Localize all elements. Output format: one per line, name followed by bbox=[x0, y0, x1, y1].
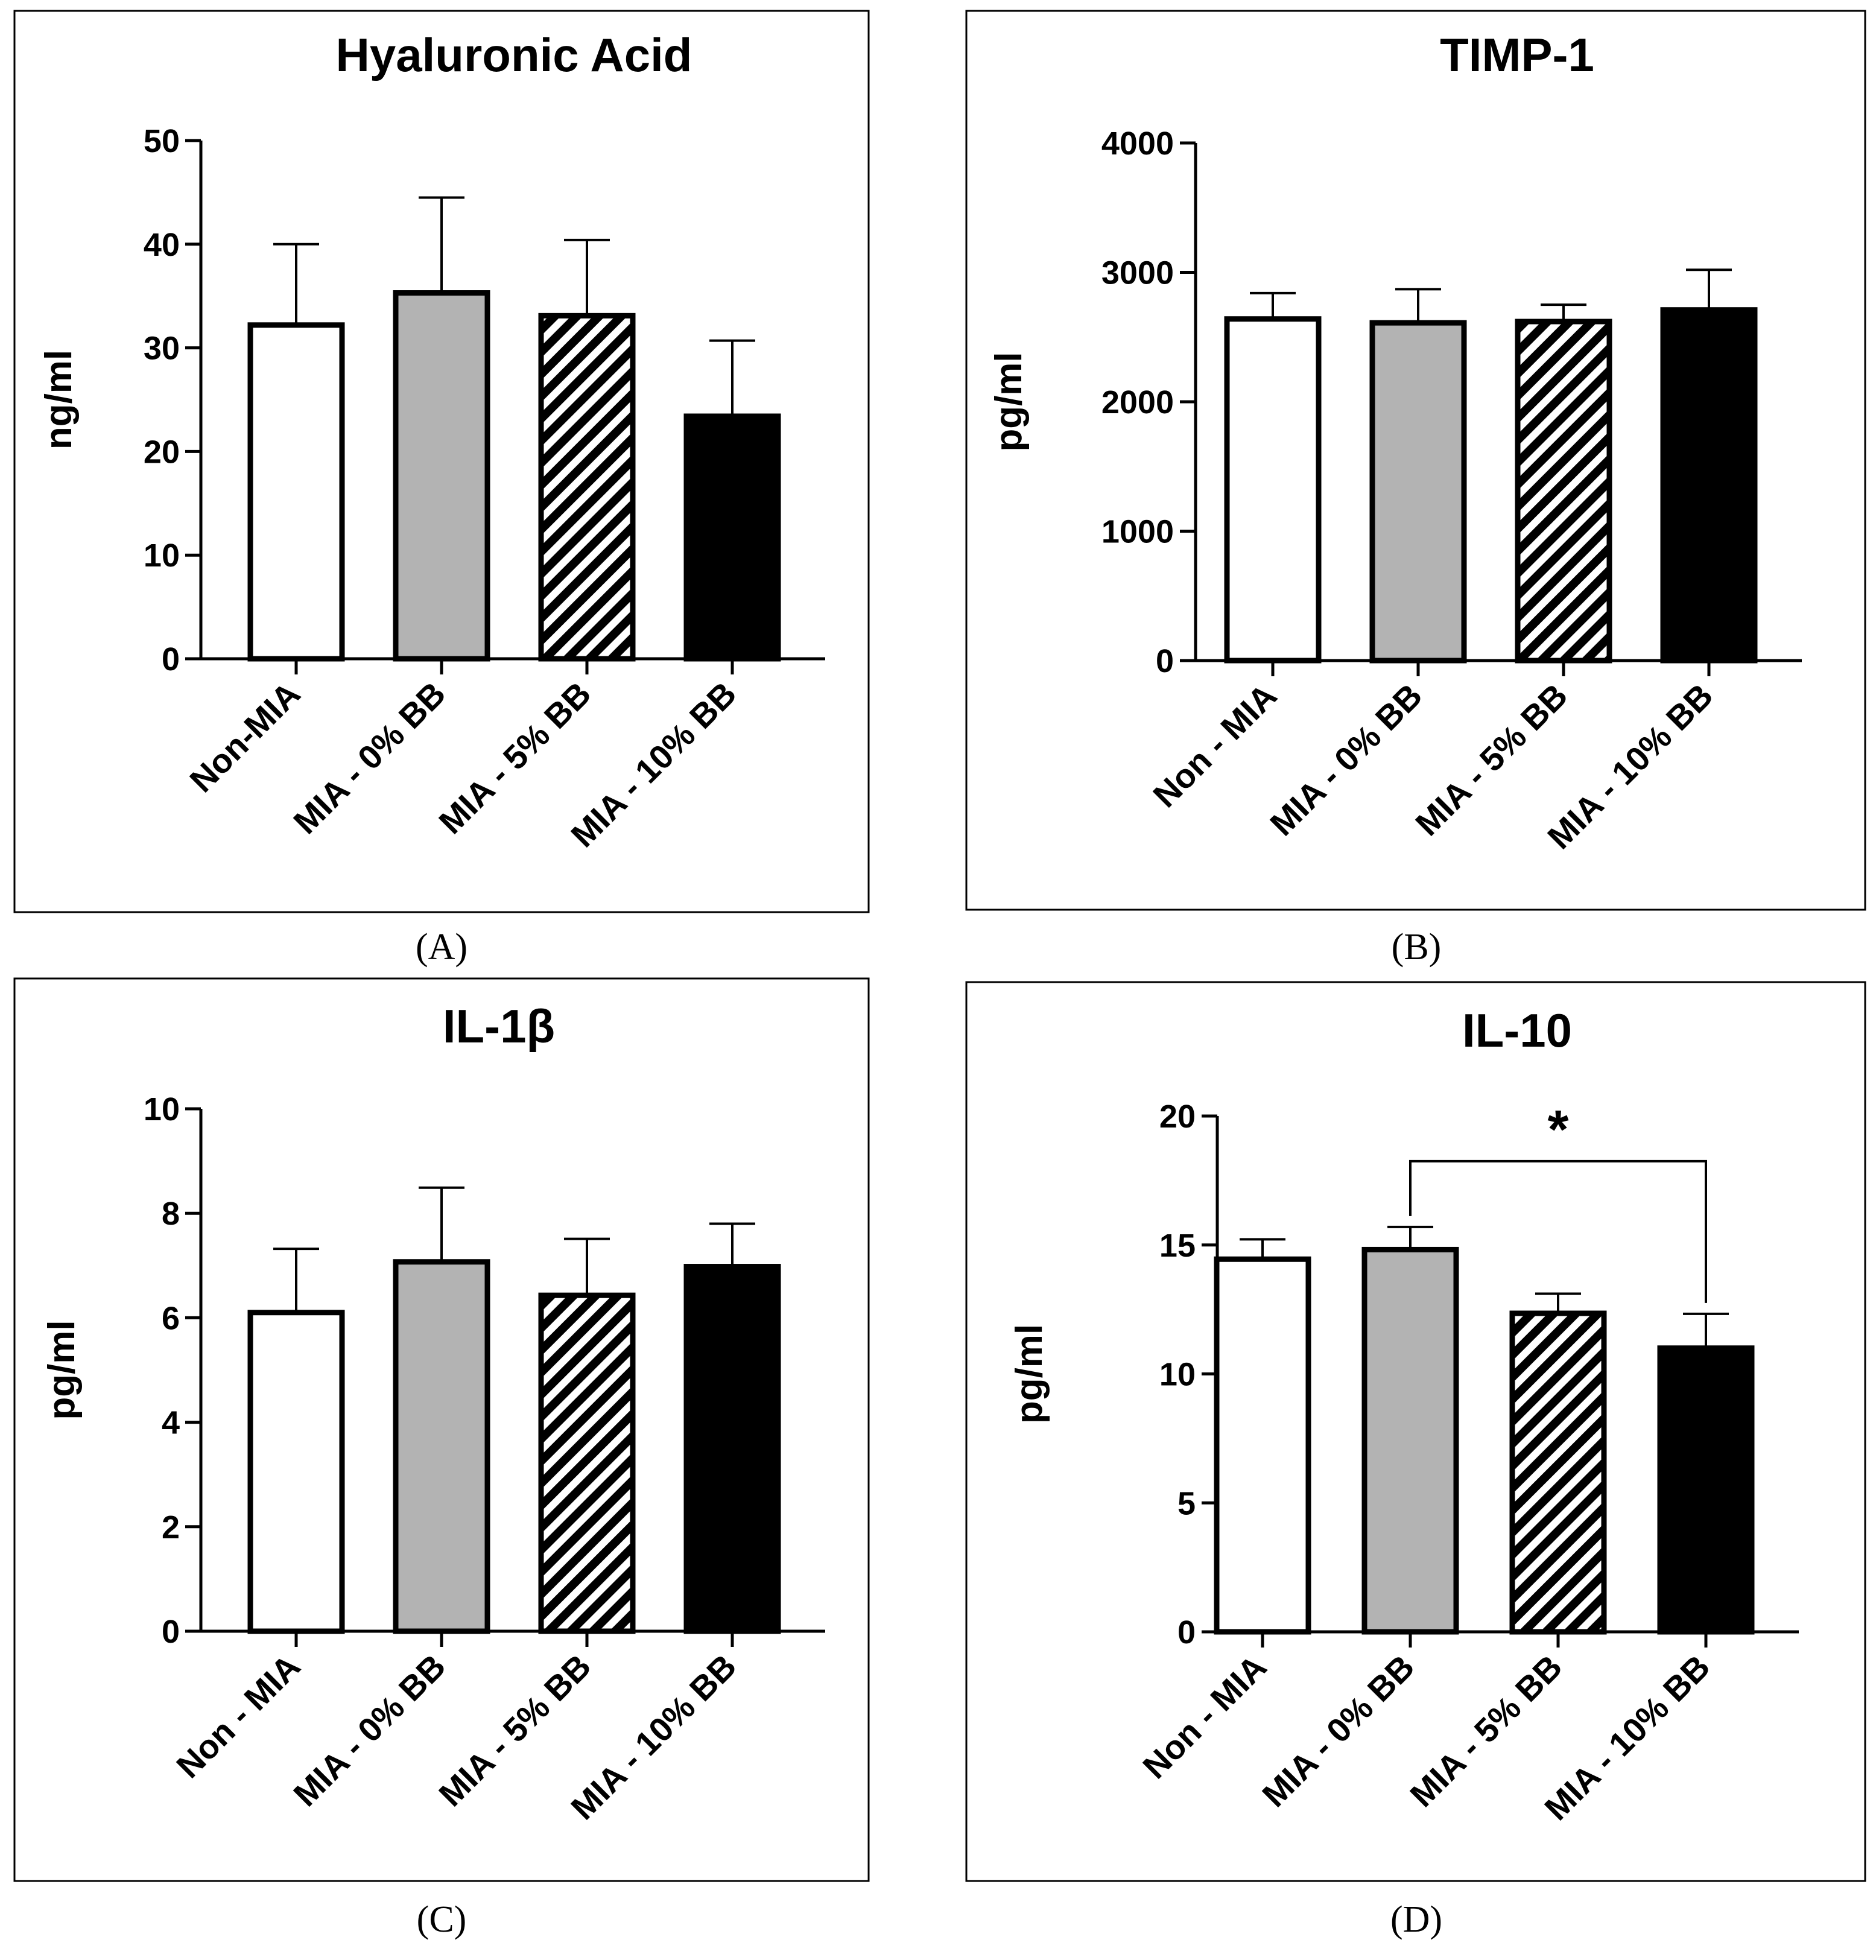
panel-d-label: (D) bbox=[1390, 1899, 1442, 1940]
panel-d-frame bbox=[965, 981, 1866, 1882]
y-tick-label: 50 bbox=[144, 123, 180, 159]
panel-b-frame bbox=[965, 10, 1866, 911]
x-tick-label: MIA - 0% BB bbox=[1263, 676, 1429, 843]
panel-a-title: Hyaluronic Acid bbox=[336, 28, 692, 81]
y-tick-label: 2000 bbox=[1101, 384, 1174, 420]
bar bbox=[1224, 316, 1322, 664]
x-tick-label: MIA - 5% BB bbox=[431, 674, 598, 841]
bar bbox=[1660, 307, 1758, 664]
y-tick-label: 3000 bbox=[1101, 255, 1174, 291]
y-tick-label: 0 bbox=[1177, 1614, 1196, 1651]
y-tick-label: 40 bbox=[144, 227, 180, 263]
x-tick-label: MIA - 5% BB bbox=[1402, 1648, 1569, 1814]
bar bbox=[393, 290, 490, 662]
bar bbox=[393, 1259, 490, 1634]
bar bbox=[1369, 320, 1467, 664]
panel-b-label: (B) bbox=[1392, 927, 1442, 968]
y-tick-label: 4 bbox=[162, 1405, 180, 1441]
y-axis-label: pg/ml bbox=[988, 352, 1030, 451]
y-axis-label: ng/ml bbox=[38, 350, 80, 449]
significance-bracket bbox=[1409, 1159, 1707, 1303]
bar bbox=[1657, 1345, 1755, 1635]
x-tick-label: Non - MIA bbox=[1146, 676, 1284, 814]
panel-a-frame bbox=[13, 10, 870, 913]
y-tick-label: 5 bbox=[1177, 1485, 1196, 1521]
y-tick-label: 0 bbox=[162, 641, 180, 677]
bar bbox=[247, 322, 345, 662]
y-tick-label: 10 bbox=[1159, 1357, 1196, 1393]
y-tick-label: 1000 bbox=[1101, 514, 1174, 550]
y-tick-label: 10 bbox=[144, 538, 180, 574]
y-tick-label: 30 bbox=[144, 331, 180, 367]
bar bbox=[538, 312, 636, 662]
panel-a-label: (A) bbox=[416, 927, 467, 968]
y-tick-label: 10 bbox=[144, 1091, 180, 1127]
y-axis-label: pg/ml bbox=[1009, 1324, 1050, 1424]
x-tick-label: Non-MIA bbox=[182, 674, 307, 799]
bar bbox=[1515, 319, 1612, 664]
x-tick-label: MIA - 0% BB bbox=[286, 674, 452, 841]
y-tick-label: 2 bbox=[162, 1509, 180, 1546]
significance-star: * bbox=[1547, 1100, 1568, 1160]
x-tick-label: Non - MIA bbox=[169, 1647, 307, 1785]
x-tick-label: MIA - 5% BB bbox=[431, 1647, 598, 1813]
y-tick-label: 6 bbox=[162, 1300, 180, 1336]
bar bbox=[1361, 1246, 1459, 1635]
y-axis-label: pg/ml bbox=[41, 1320, 83, 1419]
bar bbox=[683, 1264, 781, 1634]
x-tick-label: MIA - 5% BB bbox=[1408, 676, 1574, 843]
panel-a: Hyaluronic Acid 01020304050ng/mlNon-MIAM… bbox=[13, 10, 870, 968]
bar bbox=[1214, 1256, 1311, 1635]
y-tick-label: 8 bbox=[162, 1196, 180, 1232]
x-tick-label: Non - MIA bbox=[1135, 1648, 1273, 1786]
y-tick-label: 15 bbox=[1159, 1228, 1196, 1264]
panel-c-label: (C) bbox=[417, 1899, 467, 1940]
bar bbox=[1509, 1310, 1607, 1635]
y-tick-label: 0 bbox=[162, 1614, 180, 1650]
bar bbox=[247, 1310, 345, 1634]
panel-c-title: IL-1β bbox=[443, 1000, 555, 1053]
y-tick-label: 0 bbox=[1156, 643, 1174, 679]
bar bbox=[683, 413, 781, 662]
y-tick-label: 4000 bbox=[1101, 125, 1174, 162]
y-tick-label: 20 bbox=[144, 434, 180, 470]
panel-d-title: IL-10 bbox=[1462, 1004, 1572, 1057]
x-tick-label: MIA - 0% BB bbox=[286, 1647, 452, 1813]
x-tick-label: MIA - 0% BB bbox=[1255, 1648, 1421, 1814]
bar bbox=[538, 1292, 636, 1634]
panel-c-frame bbox=[13, 977, 870, 1882]
panel-b-title: TIMP-1 bbox=[1440, 28, 1594, 81]
y-tick-label: 20 bbox=[1159, 1099, 1196, 1135]
